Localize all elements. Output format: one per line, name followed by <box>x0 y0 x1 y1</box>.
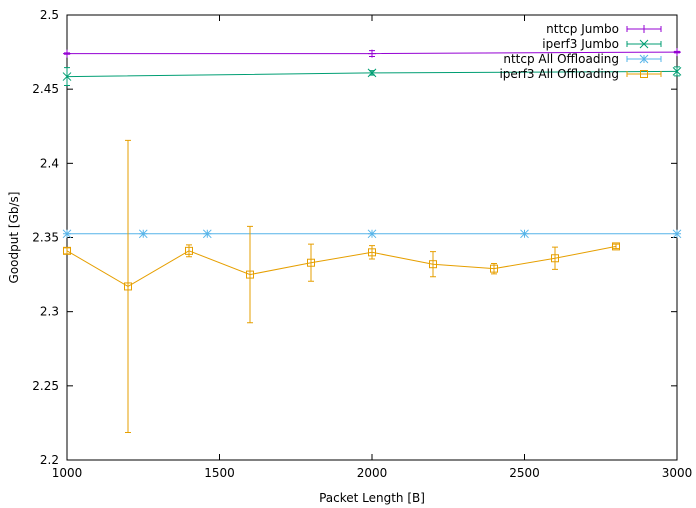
data-point <box>124 282 132 291</box>
data-point <box>672 67 682 76</box>
error-bar <box>308 243 314 282</box>
error-bar <box>64 247 70 255</box>
series-nttcp-all-offloading <box>62 229 682 239</box>
legend-marker <box>639 54 649 64</box>
y-tick-label: 2.5 <box>40 8 59 22</box>
series-iperf3-jumbo <box>62 66 682 86</box>
series-nttcp-jumbo <box>63 48 681 58</box>
data-point <box>185 246 193 255</box>
y-axis-label: Goodput [Gb/s] <box>7 192 21 284</box>
x-axis-label: Packet Length [B] <box>319 491 425 505</box>
error-bar <box>613 243 619 250</box>
error-bar <box>125 139 131 434</box>
error-bar <box>552 246 558 270</box>
x-tick-label: 1000 <box>52 466 83 480</box>
data-point <box>138 229 148 239</box>
data-point <box>673 48 681 57</box>
y-tick-label: 2.3 <box>40 305 59 319</box>
x-tick-label: 2500 <box>509 466 540 480</box>
y-tick-label: 2.4 <box>40 156 59 170</box>
legend-label: nttcp All Offloading <box>503 52 619 66</box>
y-tick-label: 2.25 <box>32 379 59 393</box>
x-tick-label: 1500 <box>204 466 235 480</box>
series-layer <box>62 48 682 434</box>
data-point <box>672 229 682 239</box>
data-point <box>490 264 498 273</box>
series-iperf3-all-offloading <box>63 139 620 434</box>
data-point <box>307 258 315 267</box>
error-bar <box>430 251 436 278</box>
data-point <box>63 246 71 255</box>
legend-label: iperf3 All Offloading <box>499 67 619 81</box>
data-point <box>63 49 71 58</box>
data-point <box>368 49 376 58</box>
data-point <box>612 242 620 251</box>
data-point <box>367 229 377 239</box>
data-point <box>62 72 72 81</box>
legend-label: nttcp Jumbo <box>546 22 619 36</box>
error-bar <box>186 244 192 258</box>
legend-marker <box>640 70 648 78</box>
data-point <box>246 270 254 279</box>
data-point <box>202 229 212 239</box>
y-tick-label: 2.45 <box>32 82 59 96</box>
data-point <box>520 229 529 239</box>
legend-label: iperf3 Jumbo <box>542 37 619 51</box>
data-point <box>368 248 376 257</box>
error-bar <box>247 225 253 324</box>
x-tick-label: 3000 <box>662 466 693 480</box>
legend-swatch <box>626 71 662 77</box>
error-bar <box>369 245 375 260</box>
data-point <box>429 260 437 269</box>
y-tick-label: 2.35 <box>32 231 59 245</box>
series-line <box>66 245 617 287</box>
data-point <box>367 68 377 78</box>
legend-marker <box>640 25 648 33</box>
x-tick-label: 2000 <box>357 466 388 480</box>
data-point <box>62 229 72 239</box>
y-tick-label: 2.2 <box>40 453 59 467</box>
data-point <box>551 254 559 263</box>
axis-ticks: 1000 1500 2000 2500 3000 2.2 2.25 2.3 2.35 2.4 2.4… <box>32 8 692 480</box>
legend-marker <box>639 39 649 49</box>
